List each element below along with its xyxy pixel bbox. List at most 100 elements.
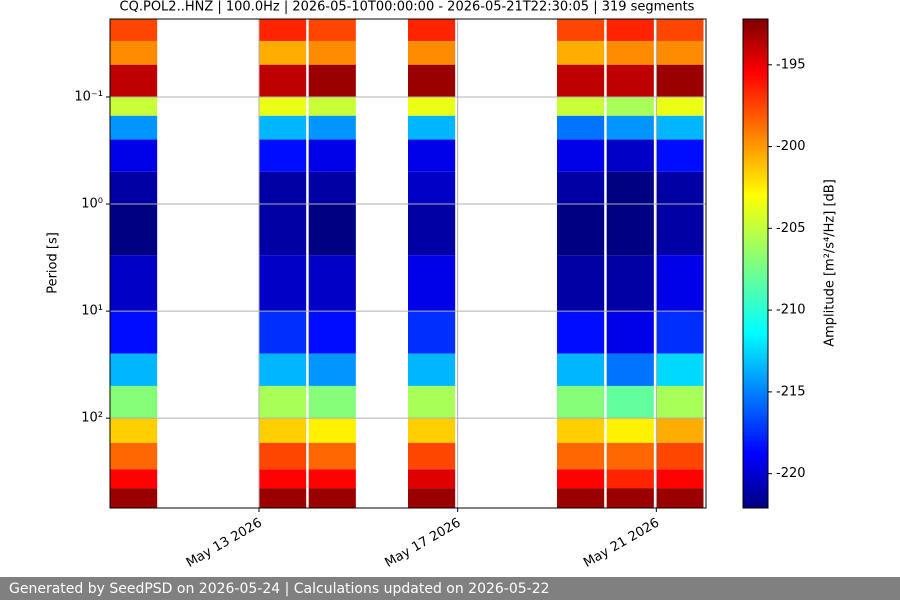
cell — [408, 96, 456, 116]
cell — [408, 442, 456, 470]
cell — [606, 353, 654, 386]
cell — [656, 115, 704, 140]
cell — [110, 19, 158, 41]
cell — [110, 442, 158, 470]
cell — [408, 139, 456, 172]
footer: Generated by SeedPSD on 2026-05-24 | Cal… — [0, 577, 900, 600]
cell — [606, 19, 654, 41]
cell — [308, 418, 356, 443]
cell — [259, 19, 307, 41]
cell — [557, 204, 605, 256]
cell — [606, 418, 654, 443]
cell — [259, 469, 307, 489]
cell — [110, 311, 158, 354]
cell — [656, 469, 704, 489]
cell — [259, 40, 307, 65]
cell — [656, 488, 704, 508]
cell — [557, 469, 605, 489]
cell — [557, 418, 605, 443]
cell — [656, 139, 704, 172]
cell — [557, 64, 605, 97]
cell — [308, 64, 356, 97]
cell — [110, 171, 158, 205]
colorbar-tick-label: -205 — [776, 221, 806, 236]
cell — [656, 385, 704, 419]
cell — [606, 255, 654, 312]
cell — [308, 204, 356, 256]
cell — [557, 255, 605, 312]
cell — [557, 40, 605, 65]
cell — [606, 442, 654, 470]
cell — [110, 418, 158, 443]
cell — [557, 385, 605, 419]
colorbar-tick-label: -195 — [776, 57, 806, 72]
cell — [110, 139, 158, 172]
cell — [110, 469, 158, 489]
cell — [408, 469, 456, 489]
cell — [606, 139, 654, 172]
cell — [259, 488, 307, 508]
cell — [259, 418, 307, 443]
cell — [557, 96, 605, 116]
cell — [557, 115, 605, 140]
cell — [656, 96, 704, 116]
cell — [606, 96, 654, 116]
cell — [308, 469, 356, 489]
cell — [606, 204, 654, 256]
cell — [259, 96, 307, 116]
cell — [606, 40, 654, 65]
cell — [308, 353, 356, 386]
cell — [308, 115, 356, 140]
cell — [656, 255, 704, 312]
cell — [557, 19, 605, 41]
cell — [606, 115, 654, 140]
cell — [408, 64, 456, 97]
cell — [606, 311, 654, 354]
plot-frame — [109, 18, 707, 509]
cell — [308, 171, 356, 205]
cell — [606, 488, 654, 508]
cell — [308, 19, 356, 41]
cell — [408, 204, 456, 256]
cell — [656, 40, 704, 65]
cell — [259, 115, 307, 140]
cell — [656, 442, 704, 470]
cell — [408, 171, 456, 205]
cell — [110, 488, 158, 508]
cell — [308, 442, 356, 470]
cell — [557, 488, 605, 508]
x-tick-label: May 17 2026 — [382, 516, 463, 571]
y-tick-label: 10⁰ — [81, 197, 103, 212]
colorbar-tick-label: -220 — [776, 466, 806, 481]
cell — [308, 139, 356, 172]
x-tick-label: May 21 2026 — [581, 516, 662, 571]
cell — [110, 64, 158, 97]
colorbar-tick-label: -210 — [776, 303, 806, 318]
y-tick-label: 10⁻¹ — [74, 89, 103, 104]
cell — [656, 311, 704, 354]
cell — [408, 19, 456, 41]
cell — [408, 115, 456, 140]
colorbar-tick-label: -200 — [776, 139, 806, 154]
cell — [408, 311, 456, 354]
colorbar-tick-label: -215 — [776, 384, 806, 399]
cell — [408, 255, 456, 312]
cell — [408, 385, 456, 419]
cell — [408, 488, 456, 508]
cell — [259, 385, 307, 419]
cell — [408, 40, 456, 65]
cell — [656, 19, 704, 41]
colorbar-label: Amplitude [m²/s⁴/Hz] [dB] — [823, 179, 838, 347]
cell — [606, 469, 654, 489]
cell — [308, 311, 356, 354]
cell — [110, 385, 158, 419]
cell — [557, 171, 605, 205]
cell — [656, 64, 704, 97]
cell — [110, 40, 158, 65]
cell — [259, 353, 307, 386]
cell — [259, 255, 307, 312]
y-tick-label: 10² — [81, 411, 103, 426]
cell — [110, 96, 158, 116]
cell — [110, 353, 158, 386]
